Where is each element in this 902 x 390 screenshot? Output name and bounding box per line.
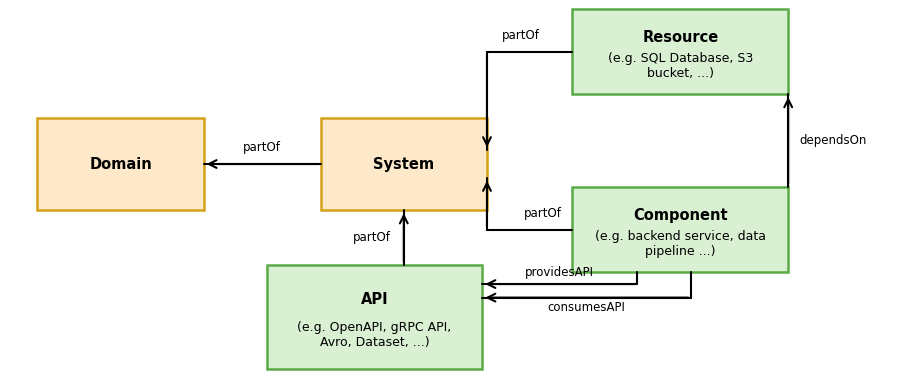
Text: partOf: partOf <box>244 141 281 154</box>
Text: consumesAPI: consumesAPI <box>548 301 626 314</box>
Text: API: API <box>361 292 389 307</box>
Text: (e.g. OpenAPI, gRPC API,
Avro, Dataset, ...): (e.g. OpenAPI, gRPC API, Avro, Dataset, … <box>298 321 452 349</box>
Text: partOf: partOf <box>353 231 391 244</box>
FancyBboxPatch shape <box>320 117 487 211</box>
Text: Resource: Resource <box>642 30 718 45</box>
Text: Component: Component <box>633 208 728 223</box>
FancyBboxPatch shape <box>267 265 483 369</box>
FancyBboxPatch shape <box>573 9 788 94</box>
FancyBboxPatch shape <box>37 117 204 211</box>
Text: Domain: Domain <box>89 156 152 172</box>
Text: (e.g. SQL Database, S3
bucket, ...): (e.g. SQL Database, S3 bucket, ...) <box>608 52 753 80</box>
Text: (e.g. backend service, data
pipeline ...): (e.g. backend service, data pipeline ...… <box>594 230 766 258</box>
Text: partOf: partOf <box>502 29 539 42</box>
Text: dependsOn: dependsOn <box>799 134 867 147</box>
Text: partOf: partOf <box>523 207 561 220</box>
Text: providesAPI: providesAPI <box>525 266 594 279</box>
FancyBboxPatch shape <box>573 187 788 273</box>
Text: System: System <box>373 156 435 172</box>
